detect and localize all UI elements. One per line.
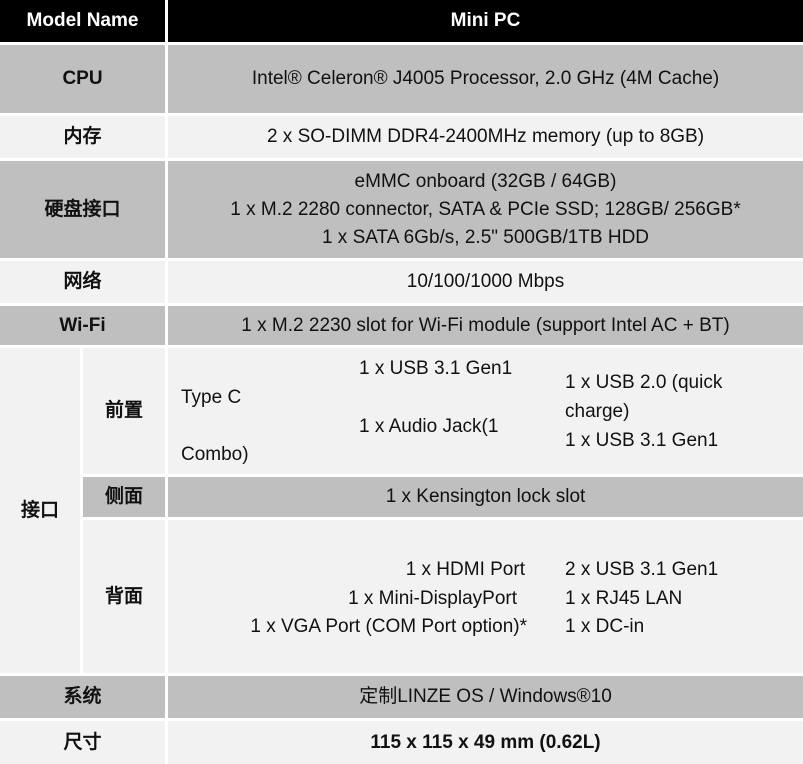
front-typec-1: Type C	[181, 387, 242, 408]
front-mid-2: 1 x Audio Jack(1	[359, 416, 499, 437]
front-value	[168, 348, 803, 474]
storage-line: eMMC onboard (32GB / 64GB)	[354, 170, 617, 192]
front-right-1: 1 x USB 2.0 (quick	[565, 372, 723, 393]
storage-line: 1 x SATA 6Gb/s, 2.5" 500GB/1TB HDD	[321, 226, 650, 248]
os-value: 定制LINZE OS / Windows®10	[168, 676, 803, 718]
network-value: 10/100/1000 Mbps	[168, 261, 803, 303]
header-label: Model Name	[0, 0, 165, 42]
wifi-label: Wi-Fi	[0, 306, 165, 345]
front-mid-1: 1 x USB 3.1 Gen1	[359, 358, 513, 379]
cpu-label: CPU	[0, 45, 165, 113]
os-label: 系统	[0, 676, 165, 718]
side-value: 1 x Kensington lock slot	[168, 477, 803, 517]
rear-left-2: 1 x Mini-DisplayPort	[348, 588, 517, 609]
rear-right-2: 1 x RJ45 LAN	[565, 588, 683, 609]
rear-left-1: 1 x HDMI Port	[405, 559, 525, 580]
front-right-2: charge)	[565, 401, 630, 422]
side-label: 侧面	[83, 477, 165, 517]
front-label: 前置	[83, 348, 165, 474]
front-typec-2: Combo)	[181, 444, 249, 465]
front-right-3: 1 x USB 3.1 Gen1	[565, 430, 719, 451]
wifi-value: 1 x M.2 2230 slot for Wi-Fi module (supp…	[168, 306, 803, 345]
memory-value: 2 x SO-DIMM DDR4-2400MHz memory (up to 8…	[168, 116, 803, 158]
cpu-value: Intel® Celeron® J4005 Processor, 2.0 GHz…	[168, 45, 803, 113]
memory-label: 内存	[0, 116, 165, 158]
rear-right-1: 2 x USB 3.1 Gen1	[565, 559, 719, 580]
network-label: 网络	[0, 261, 165, 303]
storage-line: 1 x M.2 2280 connector, SATA & PCIe SSD;…	[230, 198, 741, 220]
header-value: Mini PC	[168, 0, 803, 42]
ports-label: 接口	[0, 348, 80, 673]
size-label: 尺寸	[0, 721, 165, 764]
storage-label: 硬盘接口	[0, 161, 165, 258]
rear-left-3: 1 x VGA Port (COM Port option)*	[250, 616, 527, 637]
rear-label: 背面	[83, 520, 165, 673]
size-value: 115 x 115 x 49 mm (0.62L)	[168, 721, 803, 764]
storage-value: eMMC onboard (32GB / 64GB) 1 x M.2 2280 …	[168, 161, 803, 258]
rear-right-3: 1 x DC-in	[565, 616, 645, 637]
rear-value	[168, 520, 803, 673]
